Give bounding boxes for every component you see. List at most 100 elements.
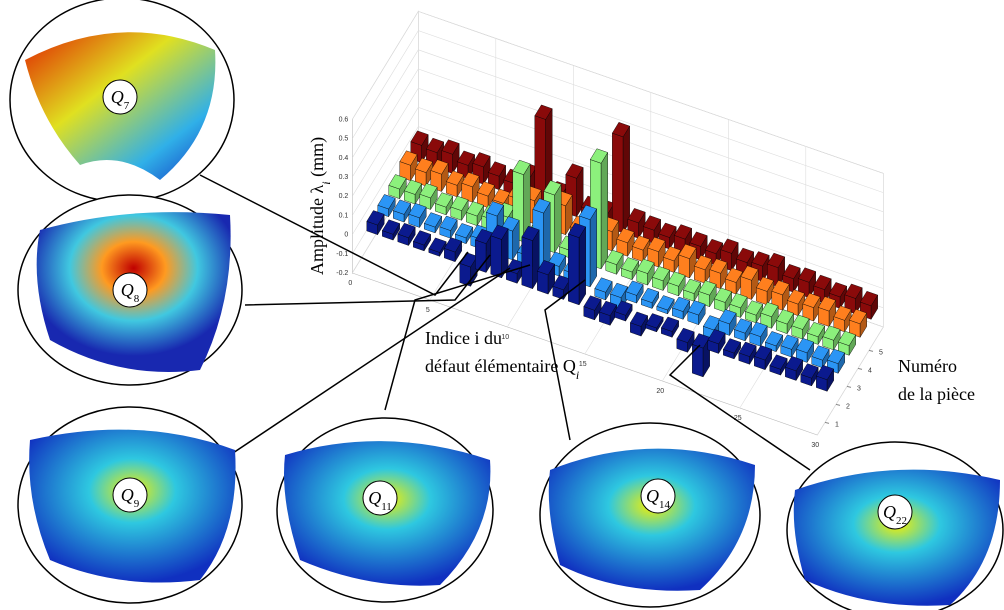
x-tick-label: 20 [656, 388, 664, 395]
bar-top [760, 301, 779, 318]
bar-top [627, 208, 646, 224]
bar-front [490, 235, 502, 279]
y-axis-label: Amplitude λi (mm) [307, 137, 333, 275]
bar-top [775, 309, 795, 325]
bar [366, 210, 385, 236]
label-part: 11 [381, 501, 392, 513]
bar [598, 300, 618, 327]
bar [704, 238, 724, 267]
grid-line [507, 65, 574, 328]
bar-side [578, 226, 586, 306]
bar-top [611, 122, 631, 138]
bar-side [589, 208, 597, 288]
bar [667, 271, 686, 297]
bar-top [844, 283, 863, 299]
callout-label: Q7 [111, 87, 130, 112]
bar [656, 295, 675, 315]
bar-top [536, 260, 556, 276]
grid-line [817, 173, 884, 436]
bar [439, 215, 458, 240]
bar-top [764, 331, 784, 347]
y-tick-label: -0.1 [336, 251, 348, 258]
bar-top [501, 216, 520, 232]
label-part: Q [646, 486, 659, 506]
bar [521, 225, 540, 290]
bar-top [791, 314, 810, 330]
bar-top [735, 247, 755, 263]
bar-top [833, 305, 852, 321]
bar-top [381, 219, 401, 235]
bar [645, 313, 664, 333]
bar-top [490, 224, 509, 240]
bar-top [678, 243, 697, 259]
bar-top [408, 203, 427, 219]
bar [428, 237, 447, 258]
bar-top [817, 296, 837, 312]
bar-top [647, 236, 666, 252]
bar-top [826, 348, 846, 364]
bar [753, 345, 773, 371]
bar-top [822, 325, 841, 341]
bar [408, 203, 427, 229]
z-tick-label: 1 [835, 421, 839, 428]
bar [678, 243, 697, 279]
label-part: 22 [896, 515, 907, 527]
z-tick-label: 2 [846, 403, 850, 410]
bar-top [687, 300, 706, 316]
callout-label: Q9 [121, 485, 140, 510]
bar-top [811, 345, 830, 361]
bar [640, 287, 660, 310]
bar-top [636, 258, 655, 274]
bar-top [403, 179, 423, 195]
x-axis-label: défaut élémentaire Qi [425, 356, 579, 382]
bar-top [671, 296, 691, 312]
bar-top [651, 266, 671, 282]
bar-top [439, 215, 458, 231]
chart: -0.2-0.100.10.20.30.40.50.60510152025301… [336, 10, 884, 449]
bar-top [722, 338, 742, 354]
bar-top [434, 192, 454, 208]
bar-top [733, 318, 753, 334]
bar-top [594, 277, 613, 293]
label-part: Q [111, 87, 124, 107]
bar-front [568, 233, 580, 306]
bar [764, 331, 784, 353]
x-tick-label: 5 [426, 307, 430, 314]
bar-top [744, 300, 764, 316]
bar [616, 228, 635, 258]
bar-top [412, 230, 432, 246]
bar [651, 266, 671, 292]
bar-top [786, 289, 806, 305]
bar-top [738, 341, 757, 357]
label-part: 14 [659, 499, 671, 511]
bar [740, 265, 759, 301]
callout-badge [362, 480, 398, 516]
bar-top [802, 292, 821, 308]
callout-label: Q11 [368, 488, 392, 513]
y-tick-label: 0.6 [339, 116, 349, 123]
bar-top [771, 280, 790, 296]
bar-top [720, 238, 739, 254]
bar-top [769, 354, 788, 370]
bar [676, 327, 695, 354]
bar [811, 345, 830, 369]
bar-top [813, 274, 832, 290]
z-tick-label: 3 [857, 385, 861, 392]
bar [693, 255, 713, 285]
z-tick [857, 367, 863, 370]
bar [454, 223, 474, 245]
label-part: Q [121, 280, 134, 300]
bar-top [662, 246, 682, 262]
z-axis-label: Numéro [898, 356, 957, 376]
bar-top [476, 181, 496, 197]
bar [722, 338, 742, 360]
bar-top [397, 222, 416, 239]
bar-top [521, 225, 540, 241]
bar [815, 364, 835, 393]
bar-top [598, 300, 618, 316]
bar-top [749, 321, 768, 337]
callout-label: Q14 [646, 486, 671, 511]
bar [647, 236, 666, 268]
bar [381, 219, 401, 241]
